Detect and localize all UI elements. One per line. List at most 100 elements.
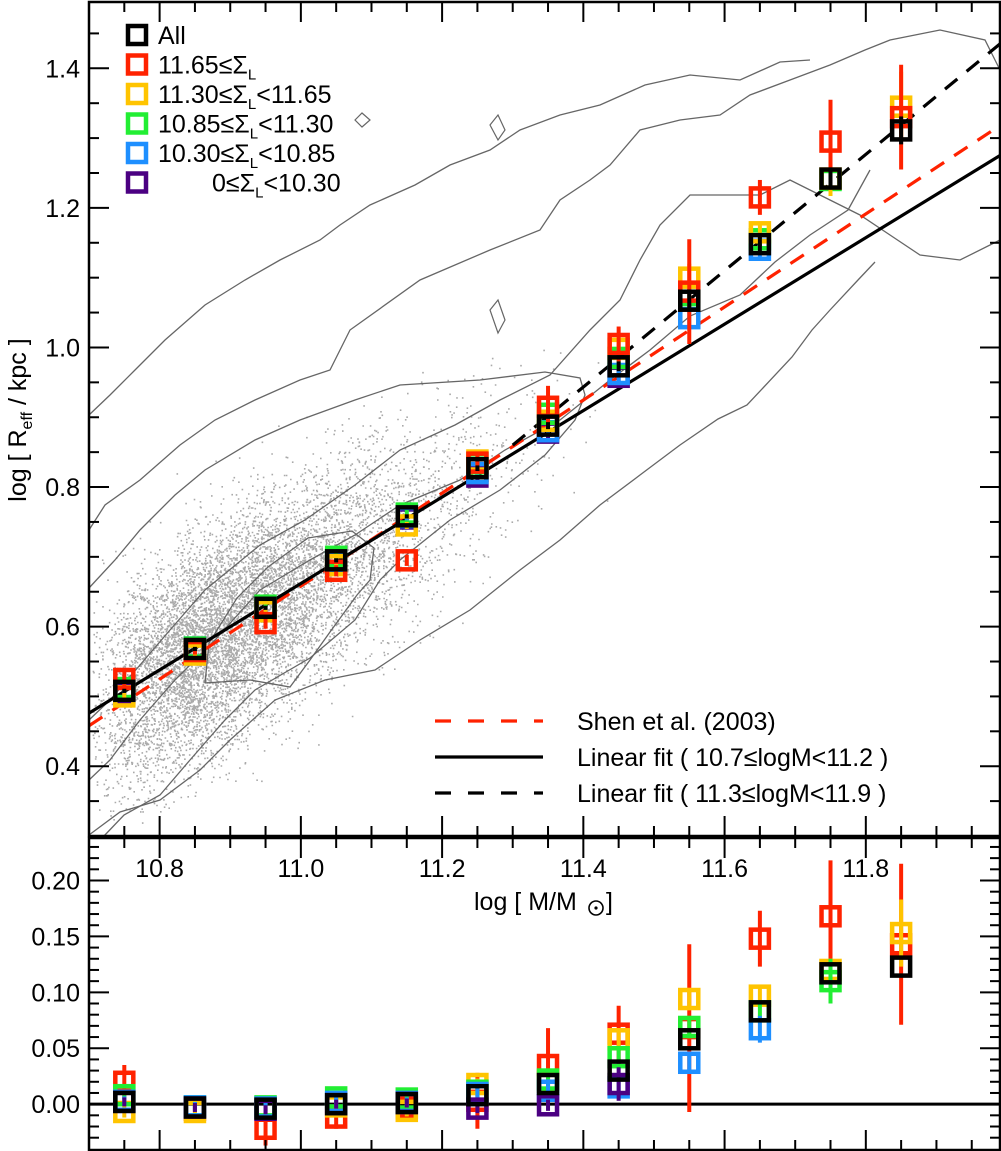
data-point xyxy=(254,1097,277,1120)
y-tick-label: 1.4 xyxy=(45,55,80,83)
data-point xyxy=(607,1059,630,1082)
data-point xyxy=(254,611,277,635)
data-point xyxy=(466,1097,489,1120)
density-contours xyxy=(88,29,1001,850)
x-tick-label: 11.8 xyxy=(842,855,889,883)
legend-marker-swatch xyxy=(125,112,149,135)
y-axis-title-pre: log [ R xyxy=(4,429,32,501)
y-axis-title: log [ Reff / kpc ] xyxy=(4,338,36,501)
data-point xyxy=(678,289,701,312)
data-point xyxy=(324,549,348,572)
legend-label-sub: L xyxy=(248,96,256,113)
legend-marker-label: 0≤ΣL<10.30 xyxy=(212,170,341,202)
x-tick-label: 11.0 xyxy=(277,855,324,883)
data-point xyxy=(113,667,136,691)
y-tick-label: 0.00 xyxy=(31,1091,80,1119)
legend-label-sub: L xyxy=(255,185,263,202)
contour-line xyxy=(88,59,811,416)
contour-line xyxy=(88,261,876,836)
data-point xyxy=(607,332,630,356)
legend-line-label: Linear fit ( 11.3≤logM<11.9 ) xyxy=(577,780,887,808)
data-point xyxy=(254,596,277,620)
data-point xyxy=(324,1092,348,1116)
sun-symbol-icon xyxy=(588,900,604,916)
contour-island xyxy=(489,113,506,142)
legend-label-main: All xyxy=(158,22,186,50)
y-tick-label: 0.10 xyxy=(31,979,80,1007)
data-point xyxy=(395,505,419,528)
y-tick-label: 1.2 xyxy=(45,195,80,223)
line-legend: Shen et al. (2003) Linear fit ( 10.7≤logM… xyxy=(435,708,888,808)
legend-line-label: Linear fit ( 10.7≤logM<11.2 ) xyxy=(577,744,888,772)
bottom-data-points xyxy=(89,860,1000,1146)
legend-marker-swatch xyxy=(125,82,149,106)
data-point xyxy=(607,355,630,378)
data-point xyxy=(536,414,560,437)
legend-marker-label: All xyxy=(158,22,186,50)
fit-line-2 xyxy=(511,42,1001,447)
data-point xyxy=(113,679,136,703)
data-point xyxy=(748,232,772,256)
legend-label-main: 11.30≤Σ xyxy=(158,81,248,109)
data-point xyxy=(466,456,489,480)
legend-marker-label: 11.65≤ΣL xyxy=(158,52,256,84)
legend-marker-swatch xyxy=(125,53,149,76)
x-tick-label: 11.6 xyxy=(701,855,748,883)
bottom-panel-frame xyxy=(87,836,1001,1151)
data-point xyxy=(466,1083,489,1107)
x-tick-label: 11.2 xyxy=(419,855,466,883)
y-axis-title-sub: eff xyxy=(19,411,36,429)
legend-label-main: 10.30≤Σ xyxy=(158,140,250,168)
legend-marker-label: 10.85≤ΣL<11.30 xyxy=(158,111,333,143)
axes: 10.8 11.0 11.2 11.4 11.6 11.8 0.4 0.6 0.8 1.0 1.2 1… xyxy=(31,0,1001,1151)
galaxy-scatter-cloud xyxy=(92,342,610,824)
data-point xyxy=(748,1000,772,1023)
y-tick-label: 0.6 xyxy=(45,614,80,642)
contour-line xyxy=(204,530,375,688)
contour-island xyxy=(489,298,506,335)
data-point xyxy=(183,637,207,661)
legend-label-rest: <10.85 xyxy=(258,140,335,168)
data-point xyxy=(678,1028,701,1051)
top-panel-frame xyxy=(87,0,1001,838)
y-tick-label: 0.20 xyxy=(31,867,80,895)
marker-legend: All11.65≤ΣL11.30≤ΣL<11.6510.85≤ΣL<11.301… xyxy=(125,22,341,202)
data-point xyxy=(889,955,913,978)
data-point xyxy=(607,1045,630,1069)
data-point xyxy=(819,167,842,190)
legend-label-rest: <10.30 xyxy=(263,170,340,198)
x-tick-label: 10.8 xyxy=(135,855,184,883)
x-axis-title: log [ M/M xyxy=(474,888,577,916)
data-point xyxy=(395,549,419,572)
legend-label-sub: L xyxy=(250,126,258,143)
legend-marker-swatch xyxy=(125,23,149,47)
data-point xyxy=(607,1072,630,1096)
legend-label-main: 11.65≤Σ xyxy=(158,52,248,80)
data-point xyxy=(183,1096,207,1119)
data-point xyxy=(536,1094,560,1117)
data-point xyxy=(889,119,913,142)
contour-line xyxy=(88,371,586,837)
x-tick-label: 11.4 xyxy=(560,855,607,883)
data-point xyxy=(748,186,772,209)
y-tick-label: 0.8 xyxy=(45,474,80,502)
top-data-points xyxy=(113,64,913,708)
contour-line xyxy=(88,179,1001,721)
data-point xyxy=(536,1072,560,1096)
legend-label-rest: <11.65 xyxy=(256,81,331,109)
data-point xyxy=(748,927,772,950)
legend-label-rest: <11.30 xyxy=(258,111,333,139)
data-point xyxy=(113,1090,136,1114)
y-tick-label: 0.15 xyxy=(31,923,80,951)
data-point xyxy=(678,987,701,1011)
legend-label-main: 10.85≤Σ xyxy=(158,111,250,139)
contour-island xyxy=(354,112,371,128)
y-axis-title-post: / kpc ] xyxy=(4,338,32,412)
data-point xyxy=(819,905,842,928)
y-tick-label: 0.4 xyxy=(45,753,80,781)
data-point xyxy=(889,921,913,945)
y-tick-label: 0.05 xyxy=(31,1035,80,1063)
legend-line-label: Shen et al. (2003) xyxy=(577,708,776,736)
legend-marker-label: 11.30≤ΣL<11.65 xyxy=(158,81,332,113)
data-point xyxy=(819,962,842,985)
